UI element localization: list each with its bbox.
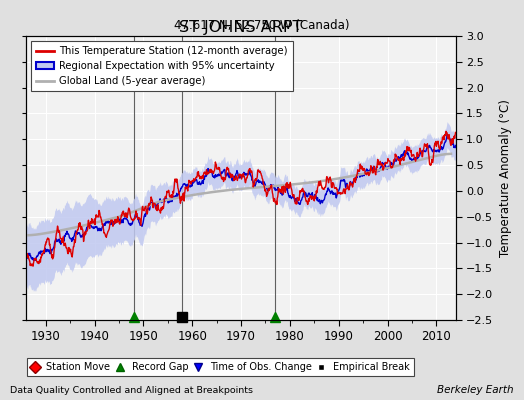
Title: ST JOHNS ARPT: ST JOHNS ARPT — [179, 20, 303, 35]
Text: 47.617 N, 52.750 W (Canada): 47.617 N, 52.750 W (Canada) — [174, 20, 350, 32]
Text: Berkeley Earth: Berkeley Earth — [437, 385, 514, 395]
Y-axis label: Temperature Anomaly (°C): Temperature Anomaly (°C) — [499, 99, 512, 257]
Legend: Station Move, Record Gap, Time of Obs. Change, Empirical Break: Station Move, Record Gap, Time of Obs. C… — [27, 358, 413, 376]
Text: Data Quality Controlled and Aligned at Breakpoints: Data Quality Controlled and Aligned at B… — [10, 386, 254, 395]
